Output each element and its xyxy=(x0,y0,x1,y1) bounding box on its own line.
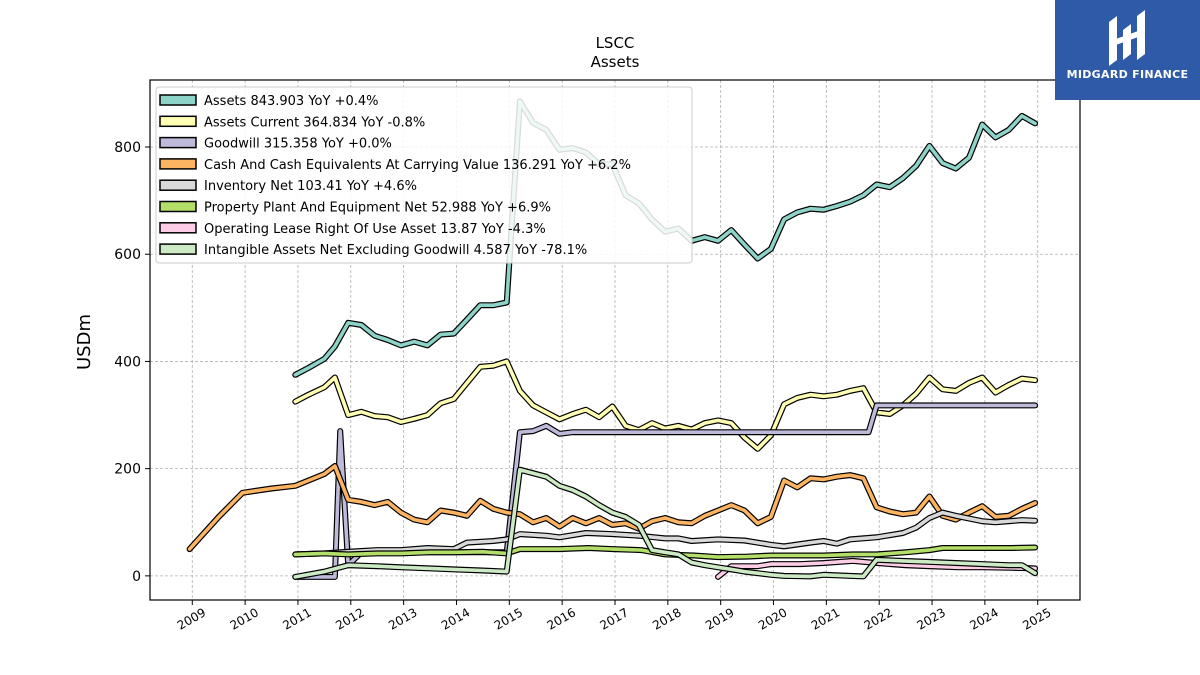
legend-entry: Property Plant And Equipment Net 52.988 … xyxy=(204,201,551,216)
legend-entry: Assets 843.903 YoY +0.4% xyxy=(204,94,379,109)
legend-entry: Goodwill 315.358 YoY +0.0% xyxy=(204,137,392,152)
legend-swatch xyxy=(159,94,197,106)
midgard-logo-icon xyxy=(1109,10,1145,66)
series-line-6 xyxy=(716,559,1037,579)
legend-swatch xyxy=(159,179,197,191)
legend-box xyxy=(155,86,693,264)
chart-subtitle: Assets xyxy=(591,53,640,71)
x-tick-label: 2023 xyxy=(915,605,948,632)
brand-logo: MIDGARD FINANCE xyxy=(1055,0,1200,100)
y-tick-label: 0 xyxy=(132,569,141,585)
x-tick-label: 2018 xyxy=(650,605,683,632)
x-tick-label: 2016 xyxy=(545,605,578,632)
y-ticks: 0 200 400 600 800 xyxy=(114,140,150,585)
legend-swatch xyxy=(159,136,197,149)
x-tick-label: 2020 xyxy=(756,605,789,632)
x-tick-label: 2024 xyxy=(967,605,1000,632)
y-tick-label: 600 xyxy=(114,247,141,263)
x-tick-label: 2015 xyxy=(492,605,525,632)
series-line-1 xyxy=(293,359,1037,451)
legend-swatch xyxy=(159,222,197,234)
x-tick-label: 2010 xyxy=(228,605,261,632)
legend-entry: Operating Lease Right Of Use Asset 13.87… xyxy=(204,222,546,237)
series-lines xyxy=(186,98,1039,580)
series-line-4 xyxy=(293,510,1037,557)
x-tick-label: 2019 xyxy=(703,605,736,632)
legend-entry: Inventory Net 103.41 YoY +4.6% xyxy=(204,179,417,194)
x-tick-label: 2025 xyxy=(1020,605,1053,632)
series-line-2 xyxy=(293,403,1037,579)
x-tick-label: 2013 xyxy=(386,605,419,632)
legend-swatch xyxy=(159,243,197,255)
brand-name: MIDGARD FINANCE xyxy=(1066,68,1189,81)
series-line-7 xyxy=(293,467,1037,579)
x-ticks: 2009 2010 2011 2012 2013 2014 2015 2016 2017 2018… xyxy=(175,600,1054,633)
y-axis-label: USDm xyxy=(74,314,95,370)
x-tick-label: 2012 xyxy=(333,605,366,632)
chart-title: LSCC xyxy=(596,34,635,52)
x-tick-label: 2009 xyxy=(175,605,208,632)
x-tick-label: 2017 xyxy=(597,605,630,632)
x-tick-label: 2021 xyxy=(809,605,842,632)
legend-entry: Assets Current 364.834 YoY -0.8% xyxy=(204,115,425,130)
x-tick-label: 2022 xyxy=(862,605,895,632)
legend-entry: Cash And Cash Equivalents At Carrying Va… xyxy=(204,158,631,173)
y-tick-label: 200 xyxy=(114,462,141,478)
x-tick-label: 2014 xyxy=(439,605,472,632)
y-tick-label: 400 xyxy=(114,354,141,370)
legend-entry: Intangible Assets Net Excluding Goodwill… xyxy=(204,243,587,258)
x-tick-label: 2011 xyxy=(280,605,313,632)
legend-swatch xyxy=(159,158,197,170)
legend-swatch xyxy=(159,115,197,128)
legend: Assets 843.903 YoY +0.4% Assets Current 3… xyxy=(155,86,693,264)
legend-swatch xyxy=(159,200,197,213)
y-tick-label: 800 xyxy=(114,140,141,156)
